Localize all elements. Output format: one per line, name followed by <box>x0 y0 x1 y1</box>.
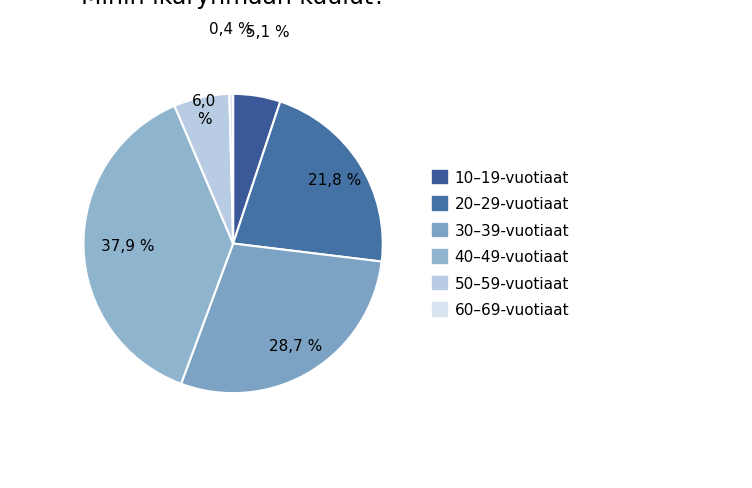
Wedge shape <box>174 95 233 244</box>
Wedge shape <box>233 95 280 244</box>
Wedge shape <box>83 106 233 384</box>
Wedge shape <box>181 244 382 393</box>
Text: 28,7 %: 28,7 % <box>268 339 322 353</box>
Legend: 10–19-vuotiaat, 20–29-vuotiaat, 30–39-vuotiaat, 40–49-vuotiaat, 50–59-vuotiaat, : 10–19-vuotiaat, 20–29-vuotiaat, 30–39-vu… <box>426 164 575 324</box>
Text: 21,8 %: 21,8 % <box>308 173 361 187</box>
Title: Mihin ikäryhmään kuulut?: Mihin ikäryhmään kuulut? <box>80 0 386 9</box>
Text: 5,1 %: 5,1 % <box>246 25 290 40</box>
Text: 6,0
%: 6,0 % <box>192 94 216 126</box>
Text: 0,4 %: 0,4 % <box>208 22 252 37</box>
Wedge shape <box>233 102 383 262</box>
Wedge shape <box>229 95 233 244</box>
Text: 37,9 %: 37,9 % <box>101 239 154 254</box>
